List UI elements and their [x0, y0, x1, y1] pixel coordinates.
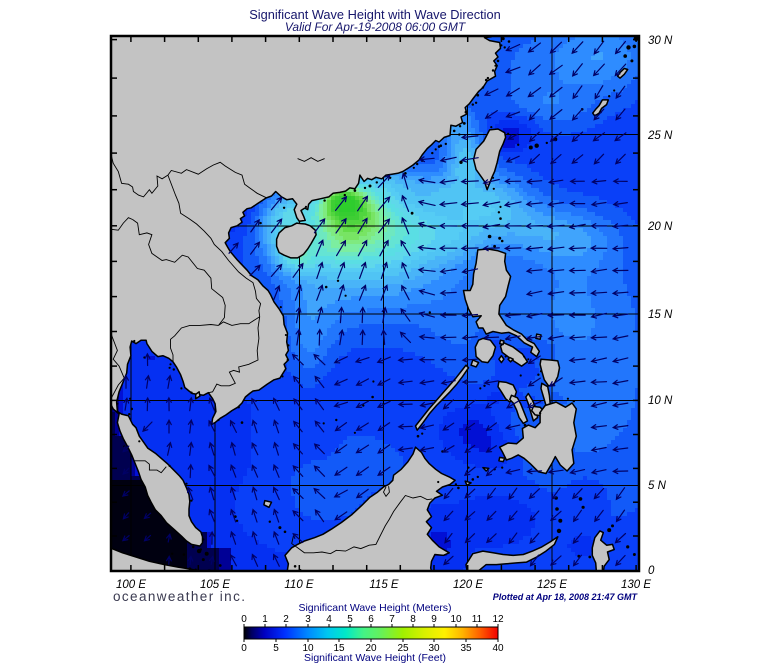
svg-text:7: 7	[389, 614, 395, 625]
svg-text:Significant Wave Height with W: Significant Wave Height with Wave Direct…	[249, 7, 501, 22]
svg-text:30 N: 30 N	[648, 35, 673, 47]
svg-text:15 N: 15 N	[648, 309, 673, 321]
svg-text:Valid For Apr-19-2008 06:00 GM: Valid For Apr-19-2008 06:00 GMT	[285, 20, 467, 34]
svg-text:2: 2	[283, 614, 289, 625]
svg-text:5 N: 5 N	[648, 480, 667, 492]
svg-text:110 E: 110 E	[284, 579, 314, 591]
svg-text:25: 25	[397, 643, 409, 654]
svg-text:20 N: 20 N	[647, 221, 673, 233]
svg-text:5: 5	[273, 643, 279, 654]
svg-text:5: 5	[347, 614, 353, 625]
svg-text:Significant Wave Height (Meter: Significant Wave Height (Meters)	[298, 602, 451, 614]
svg-text:Significant Wave Height (Feet): Significant Wave Height (Feet)	[304, 652, 446, 664]
svg-text:6: 6	[368, 614, 374, 625]
svg-text:20: 20	[365, 643, 377, 654]
svg-text:12: 12	[492, 614, 504, 625]
svg-text:30: 30	[428, 643, 440, 654]
svg-text:10: 10	[302, 643, 314, 654]
svg-text:4: 4	[326, 614, 332, 625]
svg-text:0: 0	[648, 565, 655, 577]
svg-text:10: 10	[450, 614, 462, 625]
svg-text:0: 0	[241, 643, 247, 654]
svg-text:10 N: 10 N	[648, 395, 673, 407]
svg-text:25 N: 25 N	[647, 130, 673, 142]
svg-text:15: 15	[333, 643, 345, 654]
svg-text:oceanweather inc.: oceanweather inc.	[113, 589, 246, 604]
svg-text:130 E: 130 E	[621, 579, 651, 591]
svg-text:0: 0	[241, 614, 247, 625]
svg-text:8: 8	[410, 614, 416, 625]
svg-text:35: 35	[460, 643, 472, 654]
svg-text:100 E: 100 E	[116, 579, 146, 591]
svg-text:1: 1	[262, 614, 268, 625]
svg-text:3: 3	[305, 614, 311, 625]
svg-text:115 E: 115 E	[369, 579, 399, 591]
svg-text:11: 11	[472, 614, 483, 625]
svg-text:9: 9	[431, 614, 437, 625]
svg-text:40: 40	[492, 643, 504, 654]
svg-text:125 E: 125 E	[537, 579, 567, 591]
svg-text:105 E: 105 E	[200, 579, 230, 591]
svg-text:120 E: 120 E	[453, 579, 483, 591]
svg-text:Plotted at Apr 18, 2008 21:47: Plotted at Apr 18, 2008 21:47 GMT	[493, 592, 639, 602]
